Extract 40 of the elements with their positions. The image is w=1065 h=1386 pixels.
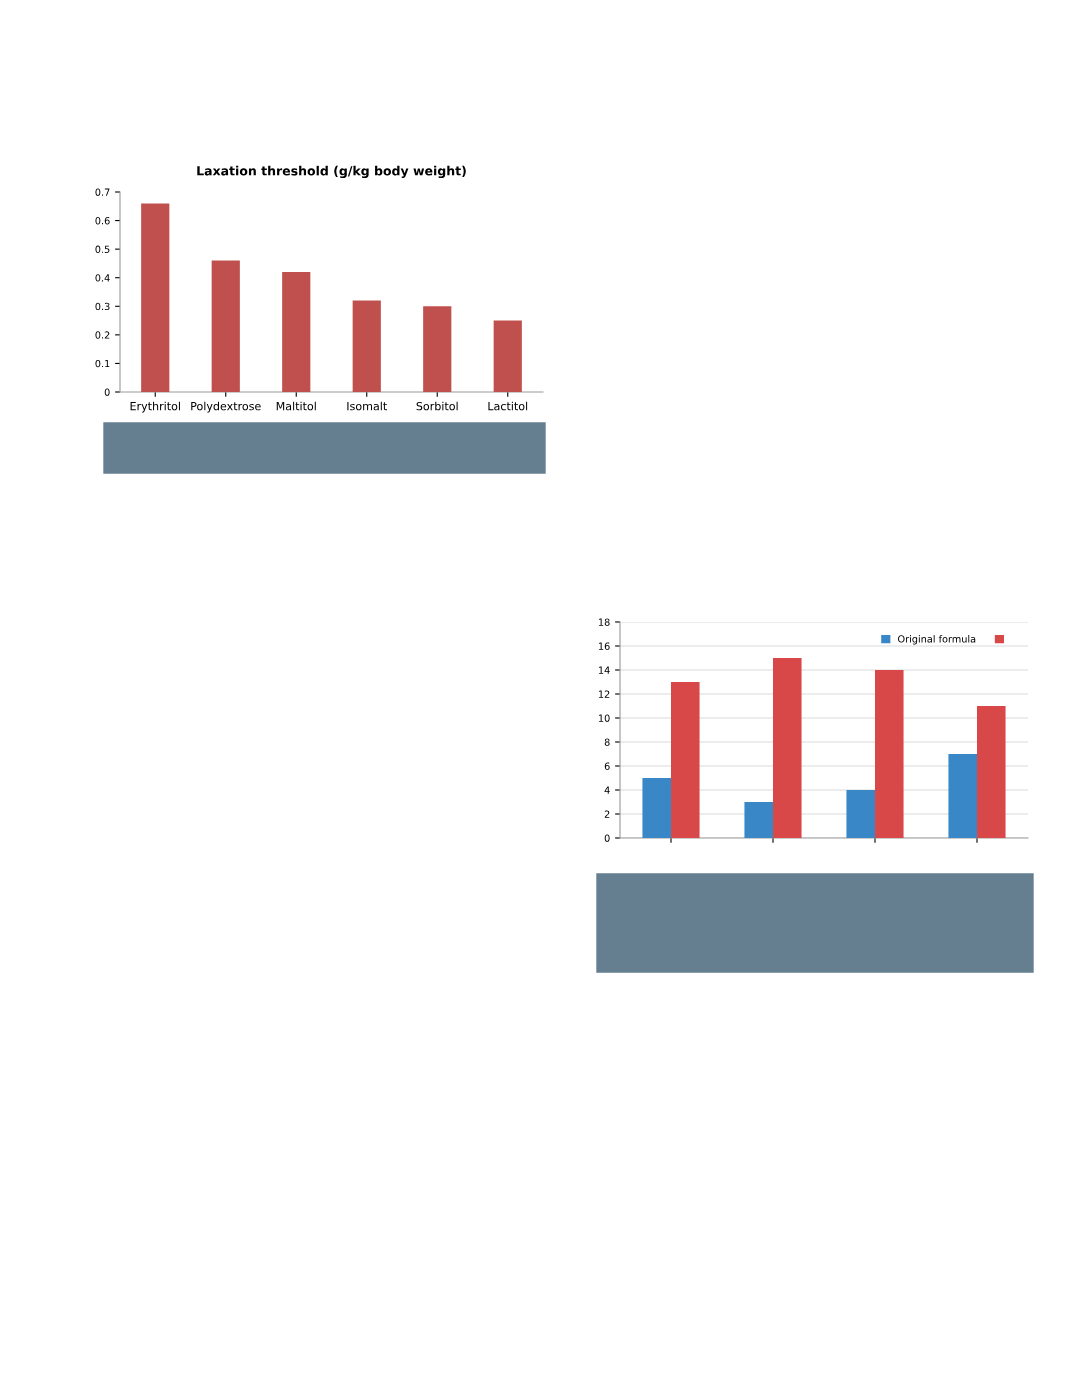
chart-title: Laxation threshold (g/kg body weight) <box>197 165 466 179</box>
y-tick-label: 14 <box>598 666 610 674</box>
y-tick-label: 16 <box>598 642 610 650</box>
bar <box>352 300 381 392</box>
y-tick-label: 0.6 <box>95 217 110 225</box>
y-tick-label: 12 <box>598 690 610 698</box>
x-tick-label: Erythritol <box>130 401 180 413</box>
x-tick-label: Polydextrose <box>191 401 261 413</box>
bar <box>211 260 240 392</box>
y-tick-label: 0.3 <box>95 302 110 311</box>
y-tick-label: 6 <box>604 762 610 770</box>
bar <box>744 802 773 838</box>
bar <box>493 320 522 392</box>
bar <box>846 790 875 838</box>
y-tick-label: 10 <box>598 714 610 722</box>
x-tick-label: Lactitol <box>488 401 528 411</box>
bar <box>642 778 671 838</box>
y-tick-label: 0.1 <box>95 359 110 368</box>
bar <box>948 754 977 838</box>
y-tick-label: 18 <box>598 618 610 626</box>
y-tick-label: 0 <box>104 388 110 396</box>
y-tick-label: 0.2 <box>95 331 110 339</box>
bar <box>141 203 170 392</box>
y-tick-label: 0 <box>604 834 610 842</box>
bar <box>282 272 311 392</box>
y-tick-label: 2 <box>604 810 610 818</box>
y-tick-label: 4 <box>604 786 610 794</box>
bar <box>423 306 452 392</box>
bar <box>671 682 700 838</box>
y-tick-label: 0.4 <box>95 274 110 282</box>
y-tick-label: 0.7 <box>95 188 110 196</box>
legend-label: Original formula <box>898 635 976 645</box>
y-tick-label: 0.5 <box>95 245 110 253</box>
bar <box>773 658 802 838</box>
x-tick-label: Maltitol <box>276 401 316 411</box>
x-tick-label: Sorbitol <box>416 401 458 411</box>
y-tick-label: 8 <box>604 738 610 746</box>
x-tick-label: Isomalt <box>347 401 387 411</box>
bar <box>977 706 1006 838</box>
bar <box>875 670 904 838</box>
